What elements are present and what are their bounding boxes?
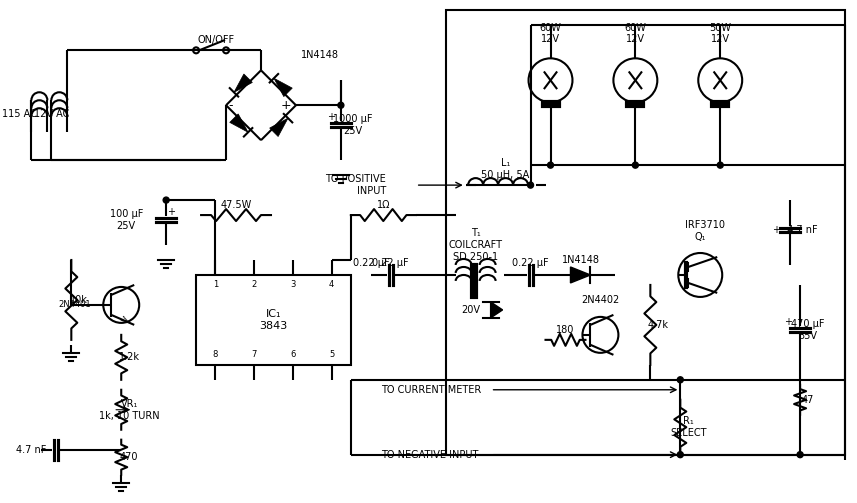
- Polygon shape: [274, 78, 292, 97]
- Polygon shape: [490, 302, 502, 318]
- Text: 60W
12V: 60W 12V: [540, 23, 561, 44]
- Circle shape: [528, 182, 534, 188]
- Text: TO POSITIVE
INPUT: TO POSITIVE INPUT: [325, 175, 386, 196]
- Circle shape: [717, 162, 723, 168]
- Text: 100 μF
25V: 100 μF 25V: [110, 209, 143, 231]
- Text: TO NEGATIVE INPUT: TO NEGATIVE INPUT: [381, 450, 478, 460]
- Text: 470: 470: [120, 452, 139, 462]
- Text: -: -: [229, 99, 233, 112]
- Bar: [196, 275, 351, 365]
- Text: 470 μF
35V: 470 μF 35V: [791, 319, 824, 341]
- Text: 115 AC: 115 AC: [2, 109, 37, 119]
- Text: ON/OFF: ON/OFF: [197, 35, 235, 45]
- Text: VR₁
1k, 10 TURN: VR₁ 1k, 10 TURN: [99, 399, 159, 421]
- Text: 10k: 10k: [70, 295, 88, 305]
- Text: 1: 1: [213, 281, 218, 289]
- Circle shape: [797, 452, 803, 458]
- Text: +: +: [280, 99, 291, 112]
- Circle shape: [677, 377, 683, 383]
- Polygon shape: [230, 114, 248, 132]
- Bar: [446, 11, 845, 455]
- Text: 2N4401: 2N4401: [58, 300, 92, 309]
- Text: 0.22 μF: 0.22 μF: [352, 258, 389, 268]
- Text: 47: 47: [802, 395, 814, 405]
- Text: 7: 7: [251, 350, 257, 359]
- Circle shape: [338, 102, 344, 108]
- Text: T₁
COILCRAFT
SD 250-1: T₁ COILCRAFT SD 250-1: [449, 228, 503, 262]
- Text: Q₁: Q₁: [694, 232, 706, 242]
- Circle shape: [677, 452, 683, 458]
- Text: 8: 8: [213, 350, 219, 359]
- Text: 5: 5: [329, 350, 334, 359]
- Text: 4.7 nF: 4.7 nF: [16, 445, 46, 455]
- Text: +  4.7 nF: + 4.7 nF: [773, 225, 818, 235]
- Text: IRF3710: IRF3710: [686, 220, 725, 230]
- Text: R₁
SELECT: R₁ SELECT: [670, 416, 706, 438]
- Text: L₁
50 μH, 5A: L₁ 50 μH, 5A: [482, 158, 530, 180]
- Text: 1N4148: 1N4148: [301, 50, 339, 60]
- Text: 2N4402: 2N4402: [581, 295, 620, 305]
- Text: 6: 6: [291, 350, 296, 359]
- Text: 1Ω: 1Ω: [376, 200, 390, 210]
- Polygon shape: [270, 118, 288, 136]
- Text: 12V AC: 12V AC: [33, 109, 69, 119]
- Text: +: +: [327, 112, 335, 122]
- Text: IC₁
3843: IC₁ 3843: [260, 309, 288, 330]
- Text: +: +: [167, 207, 175, 217]
- Text: TO CURRENT METER: TO CURRENT METER: [381, 385, 481, 395]
- Text: 1.2k: 1.2k: [119, 352, 140, 362]
- Text: 4: 4: [329, 281, 334, 289]
- Text: 3: 3: [291, 281, 296, 289]
- Text: 1N4148: 1N4148: [561, 255, 599, 265]
- Circle shape: [163, 197, 169, 203]
- Text: 4.7k: 4.7k: [648, 320, 668, 330]
- Text: 20V: 20V: [461, 305, 480, 315]
- Text: 47.5W: 47.5W: [220, 200, 252, 210]
- Text: 60W
12V: 60W 12V: [625, 23, 646, 44]
- Text: 180: 180: [556, 325, 575, 335]
- Polygon shape: [234, 74, 252, 93]
- Text: 50W
12V: 50W 12V: [710, 23, 731, 44]
- Polygon shape: [571, 267, 590, 283]
- Text: 2: 2: [251, 281, 257, 289]
- Text: 1000 μF
25V: 1000 μF 25V: [333, 114, 373, 136]
- Text: +: +: [784, 317, 792, 327]
- Text: 0.22 μF: 0.22 μF: [512, 258, 548, 268]
- Circle shape: [632, 162, 638, 168]
- Text: >: >: [117, 313, 131, 326]
- Circle shape: [548, 162, 554, 168]
- Text: 0.22 μF: 0.22 μF: [373, 258, 409, 268]
